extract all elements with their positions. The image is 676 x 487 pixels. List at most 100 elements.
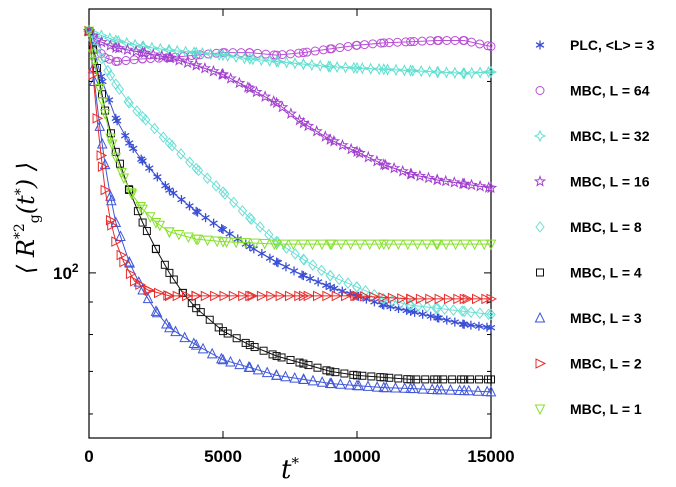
data-point-sample xyxy=(171,44,184,58)
data-point-sample xyxy=(201,213,210,223)
data-point-sample xyxy=(206,347,218,359)
data-point xyxy=(190,338,202,350)
data-point-sample xyxy=(373,239,385,251)
data-point-sample-stroke xyxy=(201,214,210,221)
data-point-sample xyxy=(385,373,394,382)
data-point-sample xyxy=(179,331,190,343)
data-point-sample-stroke xyxy=(386,303,395,310)
data-point-sample xyxy=(474,179,487,192)
data-point-sample xyxy=(230,237,242,249)
data-point-sample xyxy=(246,53,260,66)
data-point-stroke xyxy=(245,243,255,250)
data-point-sample xyxy=(169,275,178,284)
data-point-sample xyxy=(478,239,490,251)
data-point-sample xyxy=(398,64,411,77)
data-point-sample xyxy=(164,51,177,64)
data-point-sample xyxy=(472,293,483,305)
data-point-sample xyxy=(402,239,414,251)
data-point-sample xyxy=(142,227,151,236)
data-point xyxy=(110,152,122,164)
data-point-sample xyxy=(340,369,349,378)
data-point-sample xyxy=(356,61,369,75)
data-point-sample xyxy=(403,375,412,384)
data-point-sample xyxy=(379,158,392,171)
data-point-sample xyxy=(481,385,493,397)
data-point-sample xyxy=(474,321,484,331)
data-point-sample xyxy=(261,366,273,378)
data-point-sample xyxy=(371,381,383,392)
data-point-sample-stroke xyxy=(120,132,130,139)
data-point-sample xyxy=(198,61,211,74)
data-point-sample xyxy=(454,384,465,395)
data-point xyxy=(92,113,104,124)
data-point-sample xyxy=(425,293,436,305)
data-point xyxy=(105,133,116,145)
data-point-sample xyxy=(316,239,328,251)
data-point-sample xyxy=(190,58,203,71)
data-point-sample xyxy=(183,232,194,244)
data-point-sample xyxy=(316,376,328,387)
legend-marker xyxy=(533,129,547,143)
data-point-sample xyxy=(412,375,421,384)
data-point-sample xyxy=(329,283,339,293)
data-point-sample xyxy=(406,293,418,305)
data-point xyxy=(191,162,201,175)
data-point-sample xyxy=(185,156,195,169)
data-point-sample xyxy=(249,238,261,250)
data-point-sample xyxy=(448,304,459,316)
data-point-sample-stroke xyxy=(137,156,146,162)
data-point xyxy=(165,268,174,277)
data-point-sample xyxy=(200,290,212,302)
series-3 xyxy=(82,24,498,194)
data-point-sample xyxy=(250,85,263,98)
data-point-sample xyxy=(314,59,327,72)
series-line xyxy=(88,31,492,393)
legend-marker-stroke xyxy=(535,42,545,48)
data-point-sample xyxy=(352,281,362,293)
data-point-sample xyxy=(106,194,117,206)
data-point-sample xyxy=(396,164,409,177)
legend-item-8: MBC, L = 1 xyxy=(534,401,642,417)
data-point xyxy=(486,308,496,321)
data-point-sample xyxy=(417,382,429,394)
data-point-sample xyxy=(234,358,245,370)
data-point xyxy=(110,216,122,228)
legend: PLC, <L> = 3 MBC, L = 64 MBC, L = 32 MBC, L… xyxy=(533,37,655,417)
data-point-sample xyxy=(138,46,151,59)
data-point xyxy=(486,41,496,51)
data-point-sample xyxy=(298,373,310,384)
data-point-sample xyxy=(95,29,108,42)
data-point-sample xyxy=(463,384,475,396)
data-point-sample xyxy=(422,301,432,313)
legend-label: MBC, L = 1 xyxy=(570,401,642,417)
data-point-sample xyxy=(381,63,394,76)
data-point-sample xyxy=(232,334,241,343)
data-point-sample xyxy=(284,290,296,302)
data-point-sample xyxy=(364,62,377,75)
data-point-sample xyxy=(305,274,315,284)
data-point-sample xyxy=(289,371,300,383)
data-point xyxy=(379,38,389,48)
data-point xyxy=(406,37,416,47)
data-point-sample xyxy=(240,238,251,249)
data-point-sample xyxy=(334,273,344,286)
data-point-sample xyxy=(378,292,390,303)
data-point-sample-stroke xyxy=(338,288,347,294)
data-point-sample xyxy=(161,181,170,191)
data-point-sample xyxy=(319,130,332,142)
data-point-sample xyxy=(431,173,444,186)
data-point-sample xyxy=(331,368,340,377)
x-tick-label: 15000 xyxy=(467,447,514,466)
data-point-sample xyxy=(267,94,280,107)
data-point-sample xyxy=(125,268,137,280)
data-point-sample xyxy=(87,49,99,61)
data-point-sample xyxy=(268,350,277,359)
data-point-sample xyxy=(228,290,240,302)
data-point-sample-stroke xyxy=(265,255,275,261)
x-tick-label: 5000 xyxy=(204,447,242,466)
data-point-sample xyxy=(182,290,193,302)
x-axis-label: t* xyxy=(281,454,299,485)
data-point xyxy=(100,184,112,196)
data-point-sample xyxy=(482,181,495,193)
